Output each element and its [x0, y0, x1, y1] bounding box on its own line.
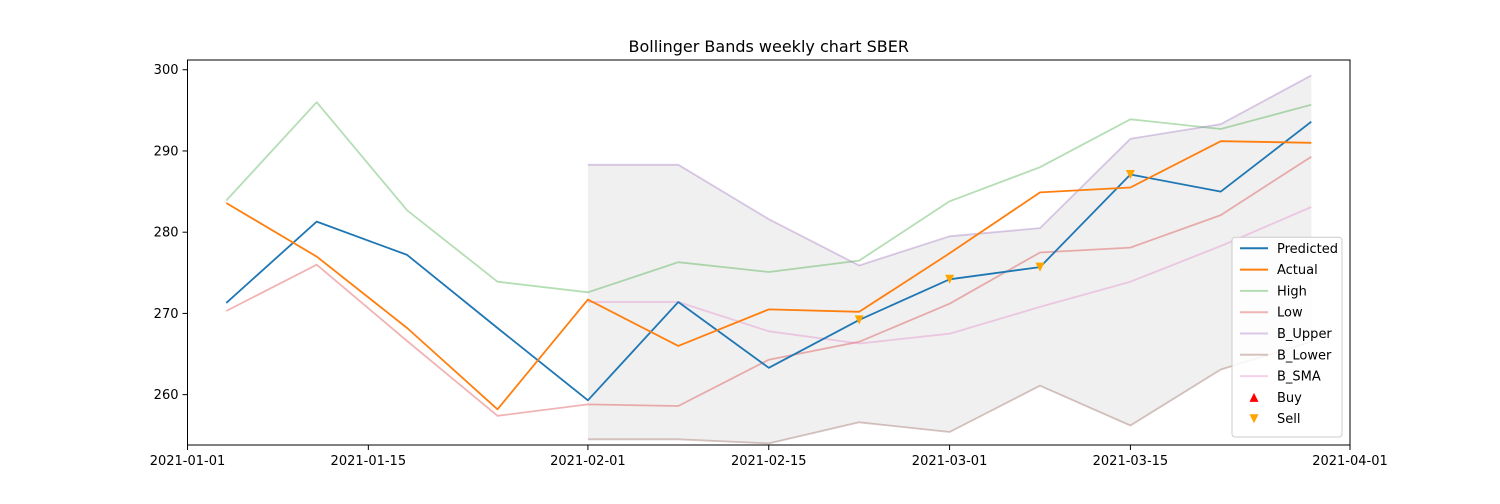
series-line-low: [225, 155, 1312, 417]
y-tick-label: 290: [154, 144, 179, 159]
y-tick-label: 270: [154, 307, 179, 322]
x-tick-label: 2021-01-15: [331, 454, 407, 469]
y-tick-label: 300: [154, 63, 179, 78]
series-line-b-lower: [587, 340, 1312, 445]
legend-swatch-buy: [1249, 392, 1259, 402]
legend-label-b-sma: B_SMA: [1277, 370, 1321, 385]
legend-box: [1231, 236, 1343, 438]
sell-marker: [854, 315, 864, 325]
series-line-high: [225, 101, 1312, 294]
legend-label-buy: Buy: [1277, 391, 1302, 406]
x-tick-label: 2021-01-01: [150, 454, 226, 469]
x-tick-label: 2021-02-01: [550, 454, 626, 469]
sell-marker: [945, 274, 955, 284]
sell-marker: [1035, 262, 1045, 272]
legend-label-predicted: Predicted: [1277, 242, 1338, 257]
sell-marker: [1125, 170, 1135, 180]
series-line-b-sma: [587, 206, 1312, 345]
x-tick-label: 2021-03-15: [1093, 454, 1169, 469]
y-tick-label: 260: [154, 388, 179, 403]
legend-label-high: High: [1277, 284, 1307, 299]
series-line-b-upper: [587, 74, 1312, 267]
legend-label-b-upper: B_Upper: [1277, 327, 1332, 342]
legend-label-low: Low: [1277, 306, 1303, 321]
x-tick-label: 2021-03-01: [912, 454, 988, 469]
legend-label-b-lower: B_Lower: [1277, 348, 1332, 363]
legend-label-actual: Actual: [1277, 263, 1318, 278]
legend-swatch-sell: [1249, 414, 1259, 424]
series-line-actual: [225, 140, 1312, 411]
bollinger-band-fill: [587, 75, 1312, 444]
chart-title: Bollinger Bands weekly chart SBER: [629, 37, 909, 56]
y-tick-label: 280: [154, 226, 179, 241]
legend-label-sell: Sell: [1277, 412, 1300, 427]
x-tick-label: 2021-04-01: [1312, 454, 1388, 469]
x-tick-label: 2021-02-15: [731, 454, 807, 469]
